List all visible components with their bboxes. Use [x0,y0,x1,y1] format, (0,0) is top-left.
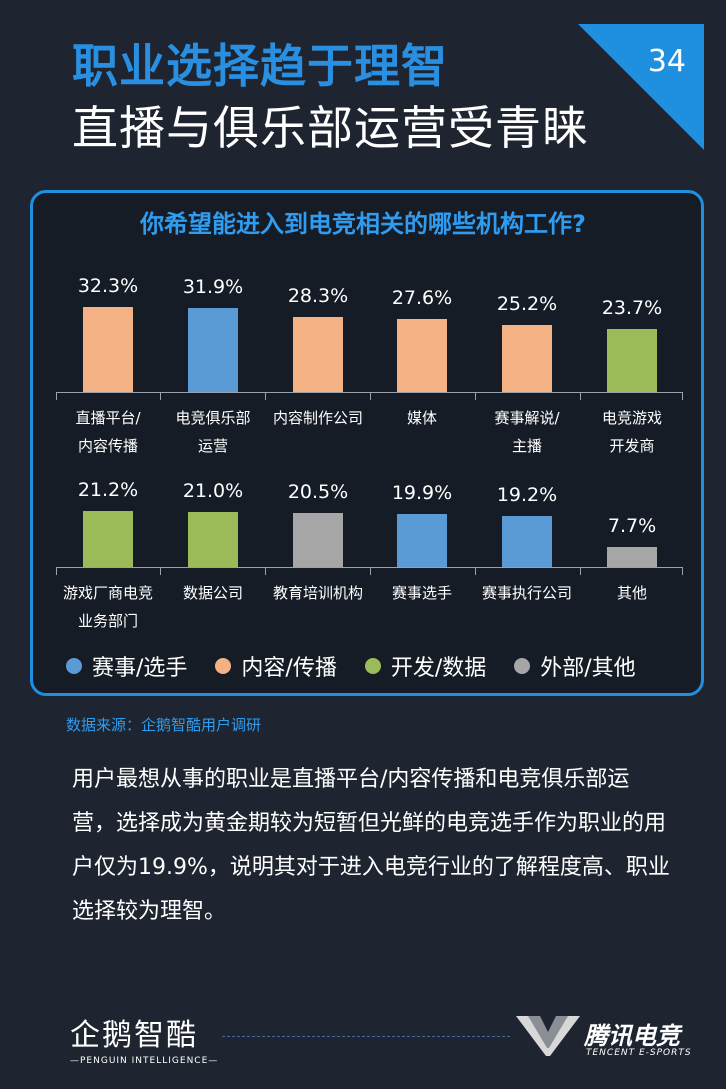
bar-value-label: 7.7% [607,514,657,537]
bar-value-label: 27.6% [391,287,453,310]
category-label: 教育培训机构 [266,579,370,607]
x-axis-tick [160,392,161,400]
chart-panel [30,190,704,696]
tencent-logo-text: 腾讯电竞 [584,1022,680,1050]
x-axis-tick [580,567,581,575]
tencent-logo-subtext: TENCENT E-SPORTS [586,1048,692,1058]
bar [83,511,133,567]
category-label-line: 运营 [197,437,228,455]
category-label: 其他 [580,579,684,607]
bar-value-label: 20.5% [287,480,349,503]
category-label-line: 教育培训机构 [272,584,363,602]
bar [502,516,552,567]
x-axis-tick [475,392,476,400]
body-paragraph: 用户最想从事的职业是直播平台/内容传播和电竞俱乐部运营，选择成为黄金期较为短暂但… [72,767,670,924]
bar [607,329,657,392]
category-label-line: 数据公司 [182,584,243,602]
bar [502,325,552,392]
bar [188,511,238,567]
bar [83,306,133,392]
bar [293,317,343,392]
category-label: 赛事选手 [370,579,474,607]
page-number: 34 [647,44,686,79]
category-label: 电竞俱乐部 运营 [161,404,265,460]
category-label-line: 直播平台/ [75,409,141,427]
category-label-line: 赛事选手 [391,584,452,602]
category-label: 内容制作公司 [266,404,370,432]
category-label-line: 开发商 [609,437,655,455]
tencent-esports-v-icon [516,1016,580,1056]
category-label-line: 主播 [511,437,542,455]
bar-value-label: 28.3% [287,285,349,308]
legend-swatch [364,658,381,674]
category-label-line: 游戏厂商电竞 [62,584,153,602]
category-label-line: 其他 [616,584,647,602]
x-axis-tick [265,392,266,400]
bar-value-label: 23.7% [601,297,663,320]
bar-value-label: 32.3% [77,274,139,297]
legend-label: 赛事/选手 [92,656,188,681]
category-label-line: 电竞游戏 [601,409,662,427]
x-axis-tick [160,567,161,575]
category-label-line: 内容传播 [77,437,138,455]
x-axis-tick [265,567,266,575]
category-label: 直播平台/内容传播 [56,404,160,460]
penguin-logo-text: 企鹅智酷 [70,1018,198,1053]
legend-label: 内容/传播 [241,656,337,681]
legend-item: 赛事/选手 [66,650,187,682]
legend-label: 外部/其他 [540,656,636,681]
legend-item: 开发/数据 [364,650,487,682]
x-axis-tick [56,567,57,575]
bar [397,514,447,567]
category-label-line: 电竞俱乐部 [175,409,251,427]
bar [293,512,343,567]
legend-item: 内容/传播 [215,650,337,682]
bar [607,546,657,567]
x-axis-line [56,392,682,393]
x-axis-tick [56,392,57,400]
category-label: 电竞游戏 开发商 [580,404,684,460]
footer-divider [222,1036,510,1037]
category-label: 数据公司 [161,579,265,607]
x-axis-tick [682,567,683,575]
category-label-line: 内容制作公司 [272,409,363,427]
category-label: 游戏厂商电竞 业务部门 [56,579,160,635]
corner-triangle [578,24,704,150]
penguin-intelligence-logo: 企鹅智酷 —PENGUIN INTELLIGENCE— [70,1010,218,1066]
x-axis-tick [370,567,371,575]
bar-value-label: 21.2% [77,479,139,502]
chart-legend: 赛事/选手 内容/传播 开发/数据 外部/其他 [66,650,636,682]
x-axis-tick [682,392,683,400]
bar [188,307,238,392]
legend-swatch [514,658,531,674]
x-axis-tick [580,392,581,400]
data-source: 数据来源：企鹅智酷用户调研 [66,716,262,734]
legend-swatch [215,658,232,674]
category-label-line: 赛事执行公司 [481,584,572,602]
legend-label: 开发/数据 [390,656,487,681]
category-label: 媒体 [370,404,474,432]
category-label: 赛事解说/主播 [475,404,579,460]
legend-item: 外部/其他 [514,650,636,682]
category-label-line: 业务部门 [77,612,138,630]
bar-value-label: 19.2% [496,484,558,507]
category-label: 赛事执行公司 [475,579,579,607]
category-label-line: 赛事解说/ [494,409,560,427]
x-axis-tick [475,567,476,575]
category-label-line: 媒体 [406,409,437,427]
page-title-line2: 直播与俱乐部运营受青睐 [72,101,589,155]
bar-value-label: 19.9% [391,482,453,505]
bar-value-label: 21.0% [182,479,244,502]
legend-swatch [66,658,82,674]
bar [397,319,447,392]
bar-value-label: 31.9% [182,275,244,298]
page-title-line1: 职业选择趋于理智 [72,39,448,93]
chart-title: 你希望能进入到电竞相关的哪些机构工作? [140,210,586,238]
bar-value-label: 25.2% [496,293,558,316]
x-axis-tick [370,392,371,400]
penguin-logo-subtext: —PENGUIN INTELLIGENCE— [70,1056,219,1066]
x-axis-line [56,567,682,568]
